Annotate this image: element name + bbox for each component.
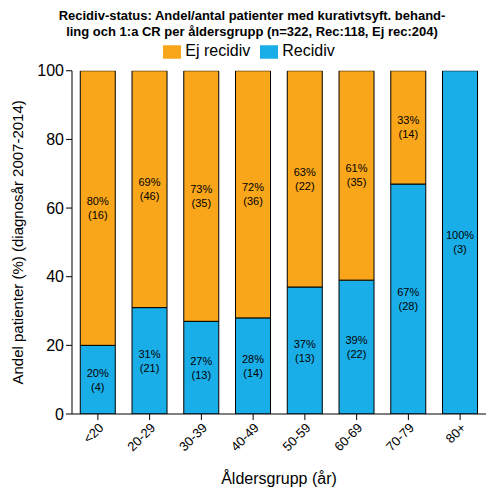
svg-text:80+: 80+ bbox=[443, 420, 469, 446]
svg-text:80%(16): 80%(16) bbox=[87, 195, 109, 221]
html-text:Recidiv: Recidiv bbox=[282, 42, 335, 59]
svg-text:100%(3): 100%(3) bbox=[446, 229, 474, 255]
svg-text:28%(14): 28%(14) bbox=[242, 353, 264, 379]
svg-text:20-29: 20-29 bbox=[124, 420, 158, 454]
html-text:Ej recidiv: Ej recidiv bbox=[185, 42, 251, 59]
svg-text:27%(13): 27%(13) bbox=[190, 355, 212, 381]
svg-text:40: 40 bbox=[46, 268, 64, 285]
svg-text:63%(22): 63%(22) bbox=[294, 166, 316, 192]
svg-text:0: 0 bbox=[55, 406, 64, 423]
svg-text:40-49: 40-49 bbox=[228, 420, 262, 454]
svg-text:33%(14): 33%(14) bbox=[397, 114, 419, 140]
svg-text:70-79: 70-79 bbox=[383, 420, 417, 454]
svg-text:Åldersgrupp (år): Åldersgrupp (år) bbox=[221, 469, 337, 487]
svg-text:67%(28): 67%(28) bbox=[397, 286, 419, 312]
svg-text:61%(35): 61%(35) bbox=[346, 162, 368, 188]
svg-text:20%(4): 20%(4) bbox=[87, 367, 109, 393]
svg-text:69%(46): 69%(46) bbox=[139, 176, 161, 202]
svg-text:50-59: 50-59 bbox=[279, 420, 313, 454]
svg-text:80: 80 bbox=[46, 131, 64, 148]
svg-text:60: 60 bbox=[46, 200, 64, 217]
svg-text:100: 100 bbox=[37, 62, 64, 79]
svg-text:20: 20 bbox=[46, 337, 64, 354]
svg-text:73%(35): 73%(35) bbox=[190, 183, 212, 209]
svg-text:30-39: 30-39 bbox=[176, 420, 210, 454]
svg-text:39%(22): 39%(22) bbox=[346, 334, 368, 360]
svg-text:60-69: 60-69 bbox=[331, 420, 365, 454]
html-text:Recidiv-status: Andel/antal pa: Recidiv-status: Andel/antal patienter me… bbox=[58, 8, 446, 23]
html-text:ling och 1:a CR per åldersgrup: ling och 1:a CR per åldersgrupp (n=322, … bbox=[66, 24, 438, 39]
svg-text:72%(36): 72%(36) bbox=[242, 181, 264, 207]
svg-text:37%(13): 37%(13) bbox=[294, 338, 316, 364]
svg-text:Andel patienter (%) (diagnosår: Andel patienter (%) (diagnosår 2007-2014… bbox=[9, 100, 26, 384]
svg-text:<20: <20 bbox=[80, 420, 106, 446]
svg-text:31%(21): 31%(21) bbox=[139, 348, 161, 374]
